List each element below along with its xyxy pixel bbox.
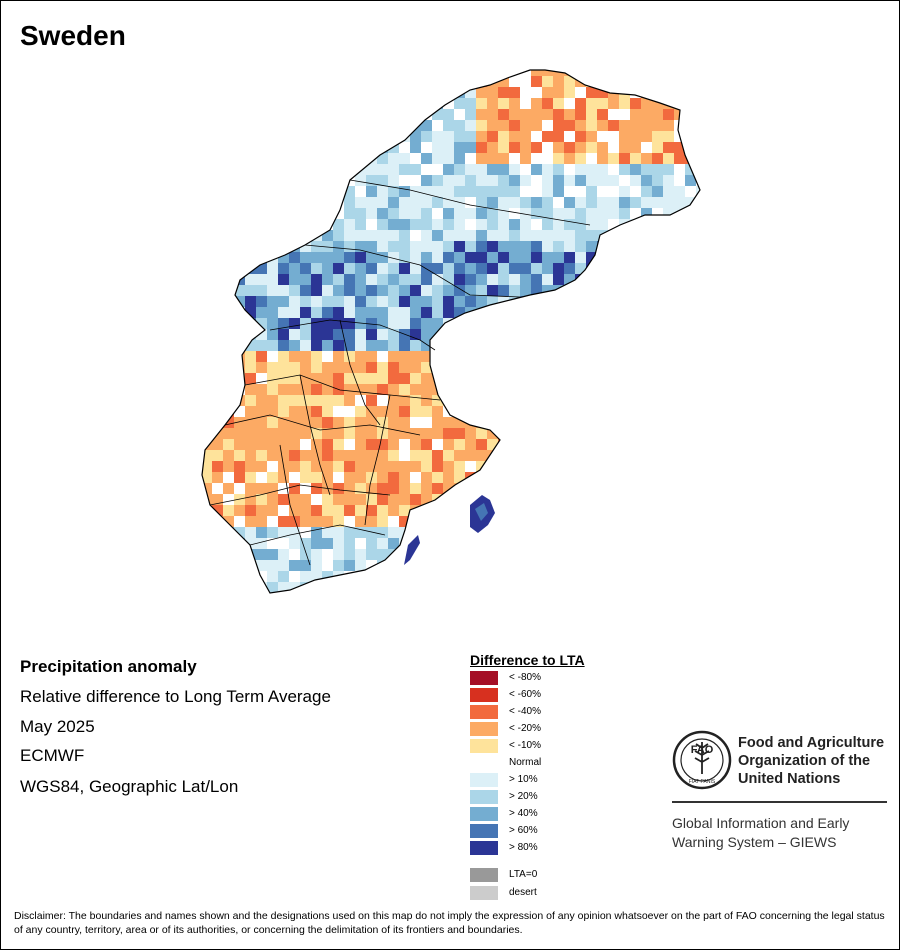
legend-swatch [470, 886, 498, 900]
legend-label: < -40% [509, 706, 541, 717]
legend-swatch [470, 824, 498, 838]
legend-swatch [470, 722, 498, 736]
map-projection: WGS84, Geographic Lat/Lon [20, 777, 239, 796]
legend-label: Normal [509, 757, 542, 768]
map-period: May 2025 [20, 717, 95, 736]
legend-swatch [470, 773, 498, 787]
logo-divider [672, 801, 887, 803]
map-description: Relative difference to Long Term Average [20, 687, 331, 706]
legend-swatch [470, 671, 498, 685]
legend-swatch [470, 739, 498, 753]
legend-swatch [470, 841, 498, 855]
legend-swatch [470, 756, 498, 770]
map-source: ECMWF [20, 746, 85, 765]
precipitation-anomaly-map [201, 69, 701, 594]
fao-name: Food and Agriculture Organization of the… [738, 735, 885, 787]
disclaimer-text: Disclaimer: The boundaries and names sho… [14, 910, 885, 936]
gotland-island [470, 495, 495, 533]
legend-label: > 10% [509, 774, 538, 785]
legend-swatch [470, 807, 498, 821]
map-subtitle: Precipitation anomaly [20, 657, 197, 676]
legend-label: > 60% [509, 825, 538, 836]
giews-name: Global Information and Early Warning Sys… [672, 815, 850, 850]
county-boundaries [209, 179, 591, 566]
legend-label: < -80% [509, 672, 541, 683]
svg-text:FAO: FAO [691, 744, 714, 756]
legend-label: desert [509, 887, 537, 898]
map-title: Sweden [20, 20, 126, 51]
anomaly-grid [202, 70, 700, 593]
svg-text:FIAT PANIS: FIAT PANIS [689, 779, 716, 785]
legend-label: > 40% [509, 808, 538, 819]
legend-title: Difference to LTA [470, 652, 585, 668]
legend-label: > 20% [509, 791, 538, 802]
legend-label: LTA=0 [509, 869, 538, 880]
legend-swatch [470, 868, 498, 882]
legend-label: < -10% [509, 740, 541, 751]
legend-swatch [470, 790, 498, 804]
legend-label: < -20% [509, 723, 541, 734]
legend-swatch [470, 688, 498, 702]
legend-label: < -60% [509, 689, 541, 700]
oland-island [404, 535, 420, 565]
legend-label: > 80% [509, 842, 538, 853]
legend-swatch [470, 705, 498, 719]
country-outline [201, 69, 701, 594]
fao-giews-logo: FAO FIAT PANIS Food and Agriculture Orga… [672, 730, 892, 850]
fao-emblem-icon: FAO FIAT PANIS [672, 730, 732, 790]
